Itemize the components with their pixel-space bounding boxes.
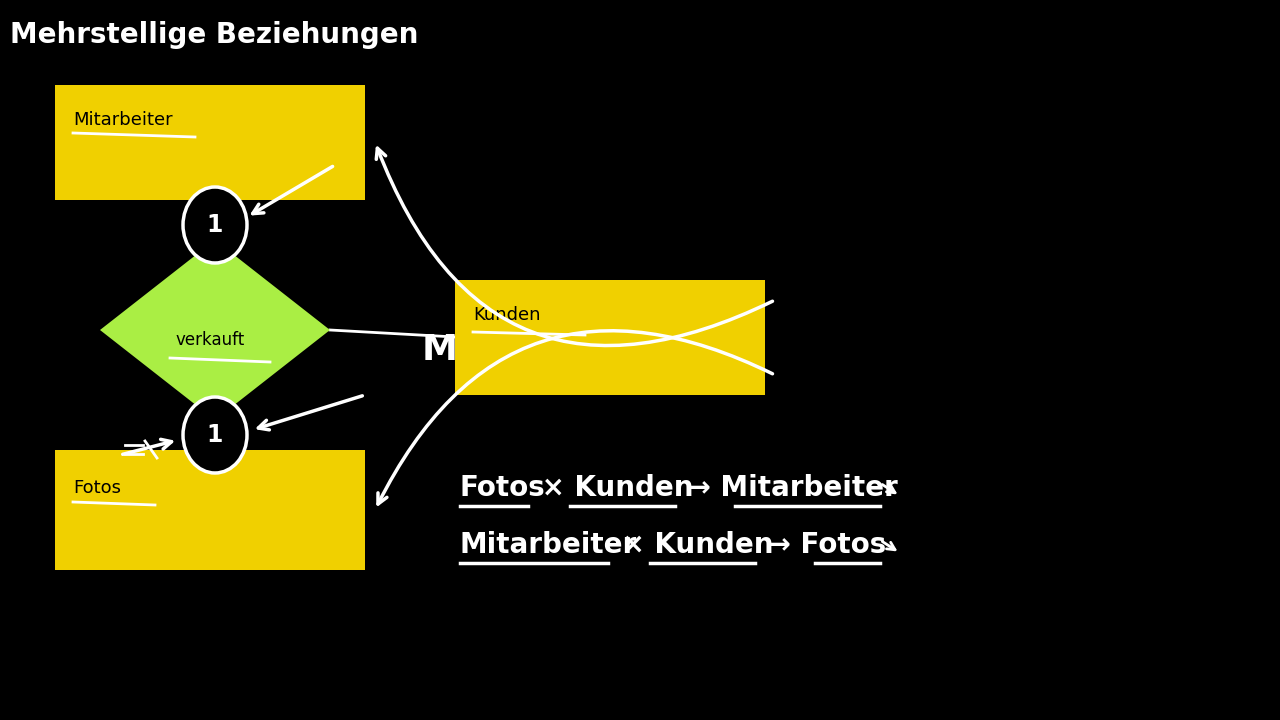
FancyBboxPatch shape <box>55 85 365 200</box>
Polygon shape <box>100 240 330 420</box>
FancyArrowPatch shape <box>376 148 773 346</box>
Text: verkauft: verkauft <box>175 331 244 349</box>
FancyArrowPatch shape <box>378 330 773 504</box>
Text: 1: 1 <box>207 213 223 237</box>
Text: Kunden: Kunden <box>474 306 540 324</box>
Text: M: M <box>422 333 458 367</box>
Text: × Kunden: × Kunden <box>612 531 773 559</box>
FancyBboxPatch shape <box>55 450 365 570</box>
Ellipse shape <box>183 187 247 263</box>
Text: Fotos: Fotos <box>460 474 545 502</box>
Text: → Fotos: → Fotos <box>758 531 886 559</box>
Text: Mehrstellige Beziehungen: Mehrstellige Beziehungen <box>10 21 419 49</box>
Text: Fotos: Fotos <box>73 479 122 497</box>
Text: Mitarbeiter: Mitarbeiter <box>73 111 173 129</box>
Text: Mitarbeiter: Mitarbeiter <box>460 531 637 559</box>
Ellipse shape <box>183 397 247 473</box>
Text: → Mitarbeiter: → Mitarbeiter <box>678 474 897 502</box>
Text: 1: 1 <box>207 423 223 447</box>
Text: × Kunden: × Kunden <box>532 474 694 502</box>
FancyBboxPatch shape <box>454 280 765 395</box>
